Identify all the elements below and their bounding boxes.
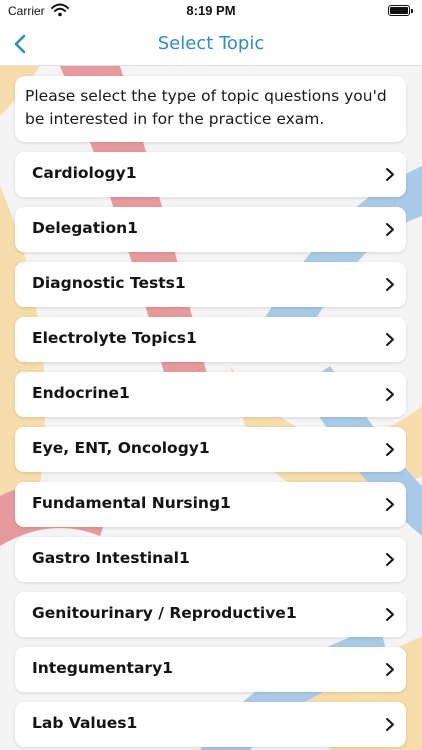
- topic-label: Fundamental Nursing1: [32, 494, 231, 512]
- status-bar: Carrier 8:19 PM: [0, 0, 422, 24]
- chevron-right-icon: [386, 718, 394, 731]
- wifi-icon: [51, 3, 69, 17]
- page-title: Select Topic: [157, 33, 265, 54]
- topic-label: Electrolyte Topics1: [32, 329, 197, 347]
- chevron-right-icon: [386, 443, 394, 456]
- topic-label: Cardiology1: [32, 164, 137, 182]
- topic-item-endocrine[interactable]: Endocrine1: [15, 372, 406, 417]
- status-time: 8:19 PM: [186, 3, 236, 18]
- topic-label: Integumentary1: [32, 659, 173, 677]
- topic-item-lab-values[interactable]: Lab Values1: [15, 702, 406, 747]
- topic-item-electrolyte-topics[interactable]: Electrolyte Topics1: [15, 317, 406, 362]
- topic-label: Genitourinary / Reproductive1: [32, 604, 297, 622]
- topic-item-fundamental-nursing[interactable]: Fundamental Nursing1: [15, 482, 406, 527]
- navigation-bar: Select Topic: [0, 24, 422, 66]
- topic-item-gastro-intestinal[interactable]: Gastro Intestinal1: [15, 537, 406, 582]
- back-chevron-icon[interactable]: [8, 29, 36, 59]
- topic-label: Lab Values1: [32, 714, 138, 732]
- chevron-right-icon: [386, 663, 394, 676]
- topic-label: Endocrine1: [32, 384, 130, 402]
- topic-label: Diagnostic Tests1: [32, 274, 186, 292]
- topic-label: Eye, ENT, Oncology1: [32, 439, 210, 457]
- topic-item-genitourinary-reproductive[interactable]: Genitourinary / Reproductive1: [15, 592, 406, 637]
- topic-item-delegation[interactable]: Delegation1: [15, 207, 406, 252]
- topic-label: Gastro Intestinal1: [32, 549, 190, 567]
- instruction-card: Please select the type of topic question…: [15, 76, 406, 142]
- chevron-right-icon: [386, 388, 394, 401]
- instruction-text: Please select the type of topic question…: [25, 87, 387, 128]
- topic-item-diagnostic-tests[interactable]: Diagnostic Tests1: [15, 262, 406, 307]
- topic-item-eye-ent-oncology[interactable]: Eye, ENT, Oncology1: [15, 427, 406, 472]
- chevron-right-icon: [386, 608, 394, 621]
- chevron-right-icon: [386, 333, 394, 346]
- topic-item-cardiology[interactable]: Cardiology1: [15, 152, 406, 197]
- topic-label: Delegation1: [32, 219, 138, 237]
- content-area: Please select the type of topic question…: [0, 66, 422, 750]
- chevron-right-icon: [386, 498, 394, 511]
- topic-item-integumentary[interactable]: Integumentary1: [15, 647, 406, 692]
- chevron-right-icon: [386, 278, 394, 291]
- battery-icon: [388, 5, 413, 16]
- chevron-right-icon: [386, 553, 394, 566]
- carrier-label: Carrier: [8, 4, 45, 18]
- chevron-right-icon: [386, 223, 394, 236]
- chevron-right-icon: [386, 168, 394, 181]
